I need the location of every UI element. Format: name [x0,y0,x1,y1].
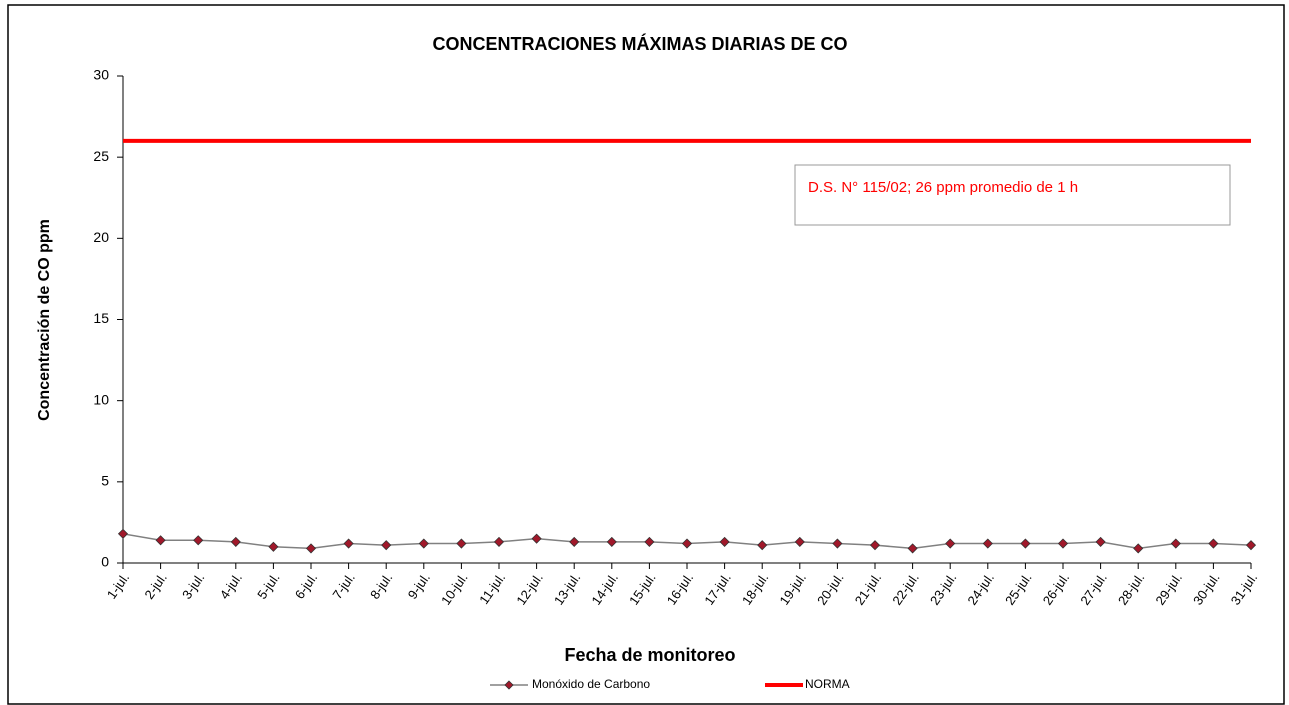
annotation-box [794,164,1231,226]
data-point [418,538,429,549]
data-point [531,533,542,544]
y-tick-label: 20 [93,229,109,245]
legend-marker [504,680,514,690]
x-axis-label: Fecha de monitoreo [564,645,735,665]
data-point [381,540,392,551]
data-point [193,535,204,546]
data-point [1057,538,1069,549]
data-point [1245,540,1257,551]
data-point [1133,543,1144,554]
data-point [493,536,505,547]
legend-label: Monóxido de Carbono [532,677,650,691]
data-point [569,536,580,547]
y-tick-label: 30 [93,67,109,83]
y-tick-label: 5 [101,473,109,489]
data-point [155,535,166,546]
y-tick-label: 25 [93,148,109,164]
data-point [719,536,730,547]
data-point [794,536,805,547]
data-point [945,538,956,549]
chart-title: CONCENTRACIONES MÁXIMAS DIARIAS DE CO [432,33,847,54]
data-point [117,528,129,539]
data-point [681,538,693,549]
data-point [1020,538,1031,549]
data-point [1170,538,1181,549]
y-tick-label: 10 [93,391,109,407]
data-point [869,540,881,551]
data-point [644,536,655,547]
data-point [606,536,617,547]
annotation: D.S. N° 115/02; 26 ppm promedio de 1 h [808,179,1078,196]
data-point [343,538,354,549]
data-point [757,540,768,551]
data-point [982,538,993,549]
y-tick-label: 0 [101,554,109,570]
data-point [832,538,843,549]
y-axis-label: Concentración de CO ppm [36,219,53,421]
data-point [230,536,241,547]
chart-frame [7,4,1285,705]
data-point [1095,536,1106,547]
data-point [1208,538,1219,549]
legend-label: NORMA [805,677,850,691]
y-tick-label: 15 [93,310,109,326]
data-point [456,538,467,549]
data-point [305,543,317,554]
data-point [907,543,918,554]
data-point [268,541,279,552]
